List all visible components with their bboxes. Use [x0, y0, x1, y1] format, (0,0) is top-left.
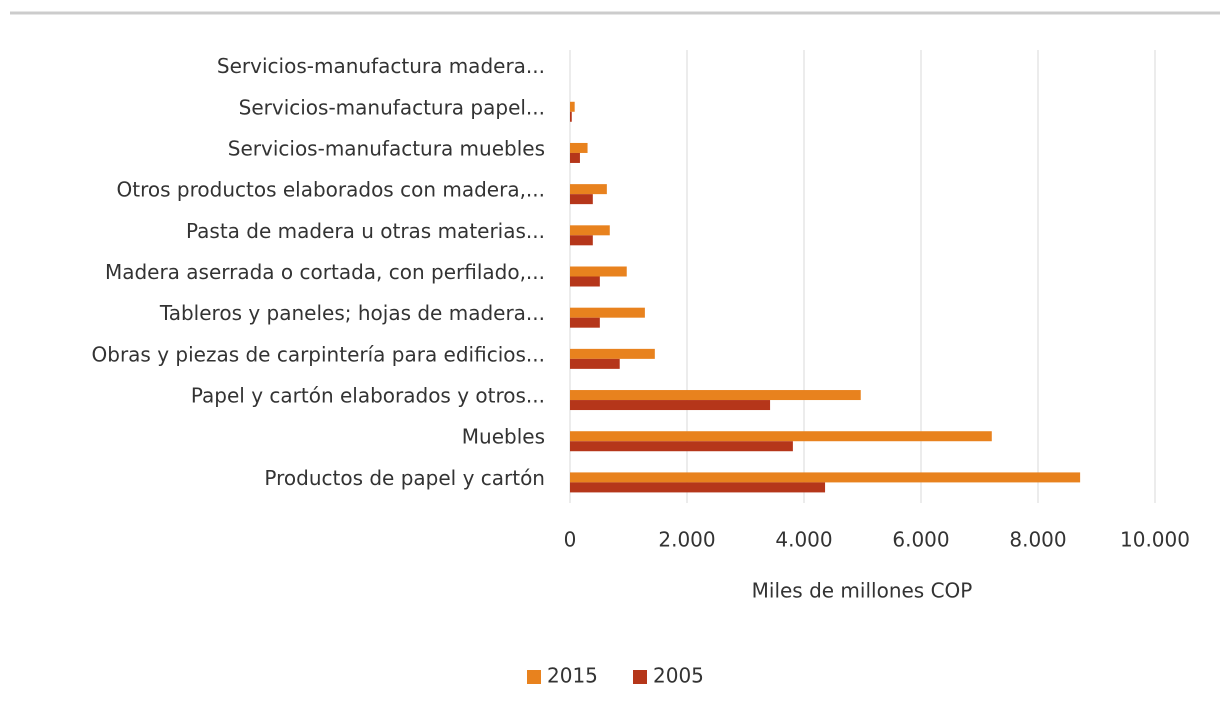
bar [570, 184, 607, 195]
bar [570, 235, 593, 246]
bar [570, 358, 620, 369]
x-tick-label: 10.000 [1120, 528, 1190, 552]
legend-swatch [633, 670, 647, 684]
y-tick-label: Servicios-manufactura papel... [239, 95, 545, 119]
x-tick-label: 4.000 [775, 528, 832, 552]
y-tick-label: Otros productos elaborados con madera,..… [117, 178, 545, 202]
x-tick-label: 8.000 [1009, 528, 1066, 552]
x-tick-label: 0 [564, 528, 577, 552]
x-axis-title: Miles de millones COP [752, 579, 973, 603]
bar [570, 225, 610, 236]
y-tick-label: Servicios-manufactura madera... [217, 54, 545, 78]
bar [570, 266, 627, 277]
bar [570, 101, 575, 112]
y-tick-label: Muebles [462, 425, 545, 449]
bar [570, 441, 793, 452]
bar [570, 472, 1081, 483]
bar [570, 152, 580, 163]
bar [570, 431, 992, 442]
bar [570, 307, 645, 318]
y-tick-label: Papel y cartón elaborados y otros... [191, 384, 545, 408]
bar [570, 111, 572, 122]
bar [570, 400, 771, 411]
y-tick-label: Pasta de madera u otras materias... [186, 219, 545, 243]
bar [570, 482, 826, 493]
y-tick-label: Obras y piezas de carpintería para edifi… [92, 342, 546, 366]
bar [570, 348, 655, 359]
bar [570, 276, 600, 287]
x-tick-label: 6.000 [892, 528, 949, 552]
legend-label: 2015 [547, 664, 598, 688]
legend-label: 2005 [653, 664, 704, 688]
y-tick-label: Productos de papel y cartón [264, 466, 545, 490]
bar [570, 142, 588, 153]
y-tick-label: Tableros y paneles; hojas de madera... [159, 301, 545, 325]
bar [570, 317, 600, 328]
y-tick-label: Servicios-manufactura muebles [228, 136, 545, 160]
bar [570, 194, 593, 205]
legend-swatch [527, 670, 541, 684]
y-tick-label: Madera aserrada o cortada, con perfilado… [105, 260, 545, 284]
x-tick-label: 2.000 [658, 528, 715, 552]
bar [570, 390, 861, 401]
